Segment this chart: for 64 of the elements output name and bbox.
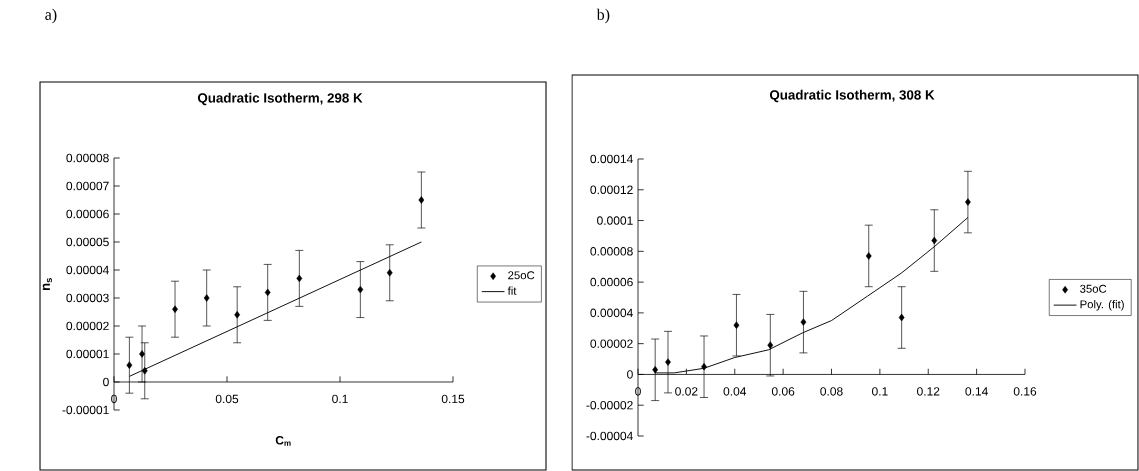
point bbox=[800, 318, 807, 326]
point bbox=[898, 313, 905, 322]
point bbox=[931, 236, 938, 245]
y-tick-label: 0.00001 bbox=[66, 349, 109, 359]
legend-label: 35oC bbox=[1080, 284, 1107, 293]
y-tick-label: 0.00008 bbox=[66, 153, 109, 163]
point bbox=[357, 285, 364, 294]
y-tick-label: 0.0001 bbox=[597, 216, 633, 225]
x-tick-label: 0.15 bbox=[441, 394, 465, 404]
text: a) bbox=[45, 8, 57, 24]
chart-title: Quadratic Isotherm, 298 K bbox=[197, 92, 363, 106]
point bbox=[965, 198, 971, 206]
point bbox=[418, 196, 425, 204]
x-tick-label: 0 bbox=[635, 387, 641, 396]
legend-label: fit bbox=[507, 286, 517, 295]
x-tick-label: 0.05 bbox=[215, 394, 239, 404]
point bbox=[296, 274, 303, 283]
x-tick-label: 0.14 bbox=[965, 387, 988, 396]
x-tick-label: 0 bbox=[111, 394, 117, 404]
point bbox=[665, 358, 671, 366]
x-tick-label: 0.02 bbox=[675, 387, 698, 396]
y-tick-label: 0.00004 bbox=[590, 308, 633, 318]
legend-label: Poly. (fit) bbox=[1080, 300, 1124, 311]
x-tick-label: 0.1 bbox=[332, 394, 348, 404]
text: b) bbox=[596, 8, 610, 24]
x-tick-label: 0.08 bbox=[820, 387, 843, 396]
y-tick-label: 0.00002 bbox=[66, 321, 109, 331]
point bbox=[203, 294, 210, 302]
point bbox=[126, 361, 133, 369]
point bbox=[141, 367, 148, 375]
point bbox=[701, 363, 707, 371]
y-tick-label: 0 bbox=[627, 370, 633, 379]
point bbox=[865, 252, 872, 260]
y-tick-label: 0.00006 bbox=[590, 277, 633, 287]
legend-label: 25oC bbox=[508, 271, 535, 280]
y-tick-label: 0.00005 bbox=[66, 237, 109, 247]
x-tick-label: 0.12 bbox=[917, 387, 940, 396]
y-axis-title: n$_{s}$ bbox=[42, 278, 52, 291]
y-tick-label: 0.00014 bbox=[590, 154, 633, 164]
x-tick-label: 0.16 bbox=[1013, 387, 1037, 396]
y-tick-label: 0.00002 bbox=[590, 339, 633, 348]
point bbox=[264, 288, 271, 297]
point bbox=[767, 341, 774, 349]
point bbox=[386, 269, 393, 277]
y-tick-label: 0.00003 bbox=[66, 293, 109, 303]
y-tick-label: -0.00002 bbox=[586, 400, 633, 410]
x-tick-label: 0.1 bbox=[871, 387, 888, 396]
point bbox=[139, 350, 145, 358]
point bbox=[234, 311, 241, 319]
point bbox=[172, 305, 178, 313]
y-tick-label: -0.00004 bbox=[586, 431, 633, 441]
chart-title: Quadratic Isotherm, 308 K bbox=[769, 89, 935, 103]
y-tick-label: 0.00004 bbox=[66, 265, 109, 275]
y-tick-label: 0.00012 bbox=[590, 185, 633, 195]
y-tick-label: 0.00006 bbox=[66, 209, 109, 219]
x-axis-title: C$_{m}$ bbox=[275, 436, 291, 446]
y-tick-label: 0 bbox=[103, 377, 109, 387]
y-tick-label: -0.00001 bbox=[62, 405, 109, 415]
point bbox=[733, 321, 740, 329]
y-tick-label: 0.00008 bbox=[590, 247, 633, 256]
x-tick-label: 0.04 bbox=[723, 387, 747, 396]
y-tick-label: 0.00007 bbox=[66, 181, 109, 191]
point bbox=[652, 366, 659, 374]
x-tick-label: 0.06 bbox=[771, 387, 795, 396]
